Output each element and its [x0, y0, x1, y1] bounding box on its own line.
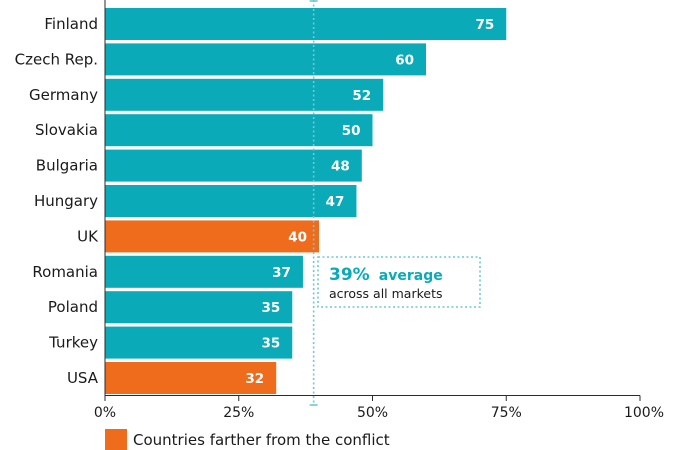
value-label: 50	[342, 123, 361, 139]
value-label: 48	[331, 159, 350, 175]
value-label: 60	[395, 52, 414, 68]
average-subtitle: across all markets	[329, 286, 443, 301]
average-reference-layer	[309, 0, 318, 406]
bar	[105, 185, 357, 217]
value-label: 35	[261, 300, 280, 316]
value-label: 52	[352, 88, 371, 104]
average-annotation: 39% average across all markets	[317, 256, 481, 308]
average-value-label: 39%	[329, 265, 370, 285]
x-tick-label: 100%	[624, 405, 664, 421]
category-label: Turkey	[48, 334, 98, 352]
category-label: Poland	[48, 298, 98, 316]
bar	[105, 291, 293, 324]
bar	[105, 114, 373, 147]
category-label: Hungary	[34, 192, 98, 210]
legend-swatch	[105, 429, 127, 450]
value-label: 37	[272, 265, 291, 281]
x-tick-label: 0%	[94, 405, 116, 421]
average-label: average	[379, 268, 443, 284]
x-tick-label: 75%	[491, 405, 522, 421]
svg-text:39% average: 39% average	[329, 265, 443, 285]
value-label: 40	[288, 229, 307, 245]
legend: Countries farther from the conflict	[105, 429, 390, 450]
category-label: Romania	[32, 263, 98, 281]
bar	[105, 255, 303, 288]
x-axis: 0% 25% 50% 75% 100%	[94, 0, 664, 421]
bar	[105, 149, 362, 182]
category-label: Finland	[44, 15, 98, 33]
category-label: UK	[77, 227, 99, 245]
bar	[105, 78, 384, 111]
value-label: 47	[326, 194, 345, 210]
value-label: 32	[245, 371, 264, 387]
bar	[105, 220, 319, 253]
legend-label: Countries farther from the conflict	[133, 431, 390, 449]
bars-layer: Finland 75 Czech Rep. 60 Germany 52 Slovakia 50…	[15, 8, 507, 394]
bar	[105, 326, 293, 359]
value-label: 35	[261, 336, 280, 352]
average-annotation-box	[317, 256, 481, 308]
category-label: Germany	[29, 86, 98, 104]
bar	[105, 362, 277, 394]
category-label: Bulgaria	[36, 157, 98, 175]
category-label: USA	[67, 369, 99, 387]
x-tick-label: 50%	[357, 405, 388, 421]
category-label: Czech Rep.	[15, 50, 98, 68]
bar	[105, 8, 507, 40]
category-label: Slovakia	[35, 121, 98, 139]
bar	[105, 43, 426, 76]
value-label: 75	[475, 17, 494, 33]
x-tick-label: 25%	[223, 405, 254, 421]
